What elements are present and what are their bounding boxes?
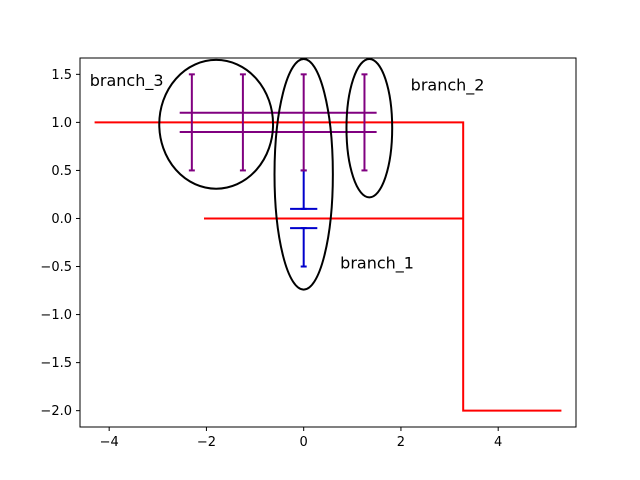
x-tick-label: 2 <box>397 435 405 450</box>
x-tick-label: −4 <box>100 435 119 450</box>
error-bar-4 <box>239 73 246 172</box>
y-tick-label: −2.0 <box>40 404 72 419</box>
x-tick-label: 4 <box>494 435 502 450</box>
label-branch-3: branch_3 <box>90 71 164 91</box>
ellipse-branch-3 <box>158 58 275 190</box>
error-bar-5 <box>300 73 307 172</box>
y-tick-label: −0.5 <box>40 260 72 275</box>
plot-area <box>94 57 562 412</box>
y-tick-label: 1.0 <box>51 116 72 131</box>
y-tick-label: 1.5 <box>51 68 72 83</box>
ellipse-branch-2 <box>345 57 394 199</box>
axes-frame <box>79 57 577 428</box>
y-tick-label: 0.0 <box>51 212 72 227</box>
red-line-1 <box>94 121 562 412</box>
ellipse-branch-1 <box>273 57 334 291</box>
error-bar-6 <box>361 73 368 172</box>
axis-ticks: −4 −2 0 2 4 −2.0 −1.5 −1.0 −0.5 0.0 0.5 1.0 1.5 <box>40 68 502 450</box>
label-branch-2: branch_2 <box>411 76 485 96</box>
error-bar-3 <box>188 73 195 172</box>
y-tick-label: −1.5 <box>40 356 72 371</box>
error-bar-2 <box>300 227 307 268</box>
y-tick-label: 0.5 <box>51 164 72 179</box>
x-tick-label: 0 <box>300 435 308 450</box>
annotations: branch_3 branch_2 branch_1 <box>90 71 485 274</box>
label-branch-1: branch_1 <box>340 253 414 273</box>
x-tick-label: −2 <box>197 435 216 450</box>
y-tick-label: −1.0 <box>40 308 72 323</box>
